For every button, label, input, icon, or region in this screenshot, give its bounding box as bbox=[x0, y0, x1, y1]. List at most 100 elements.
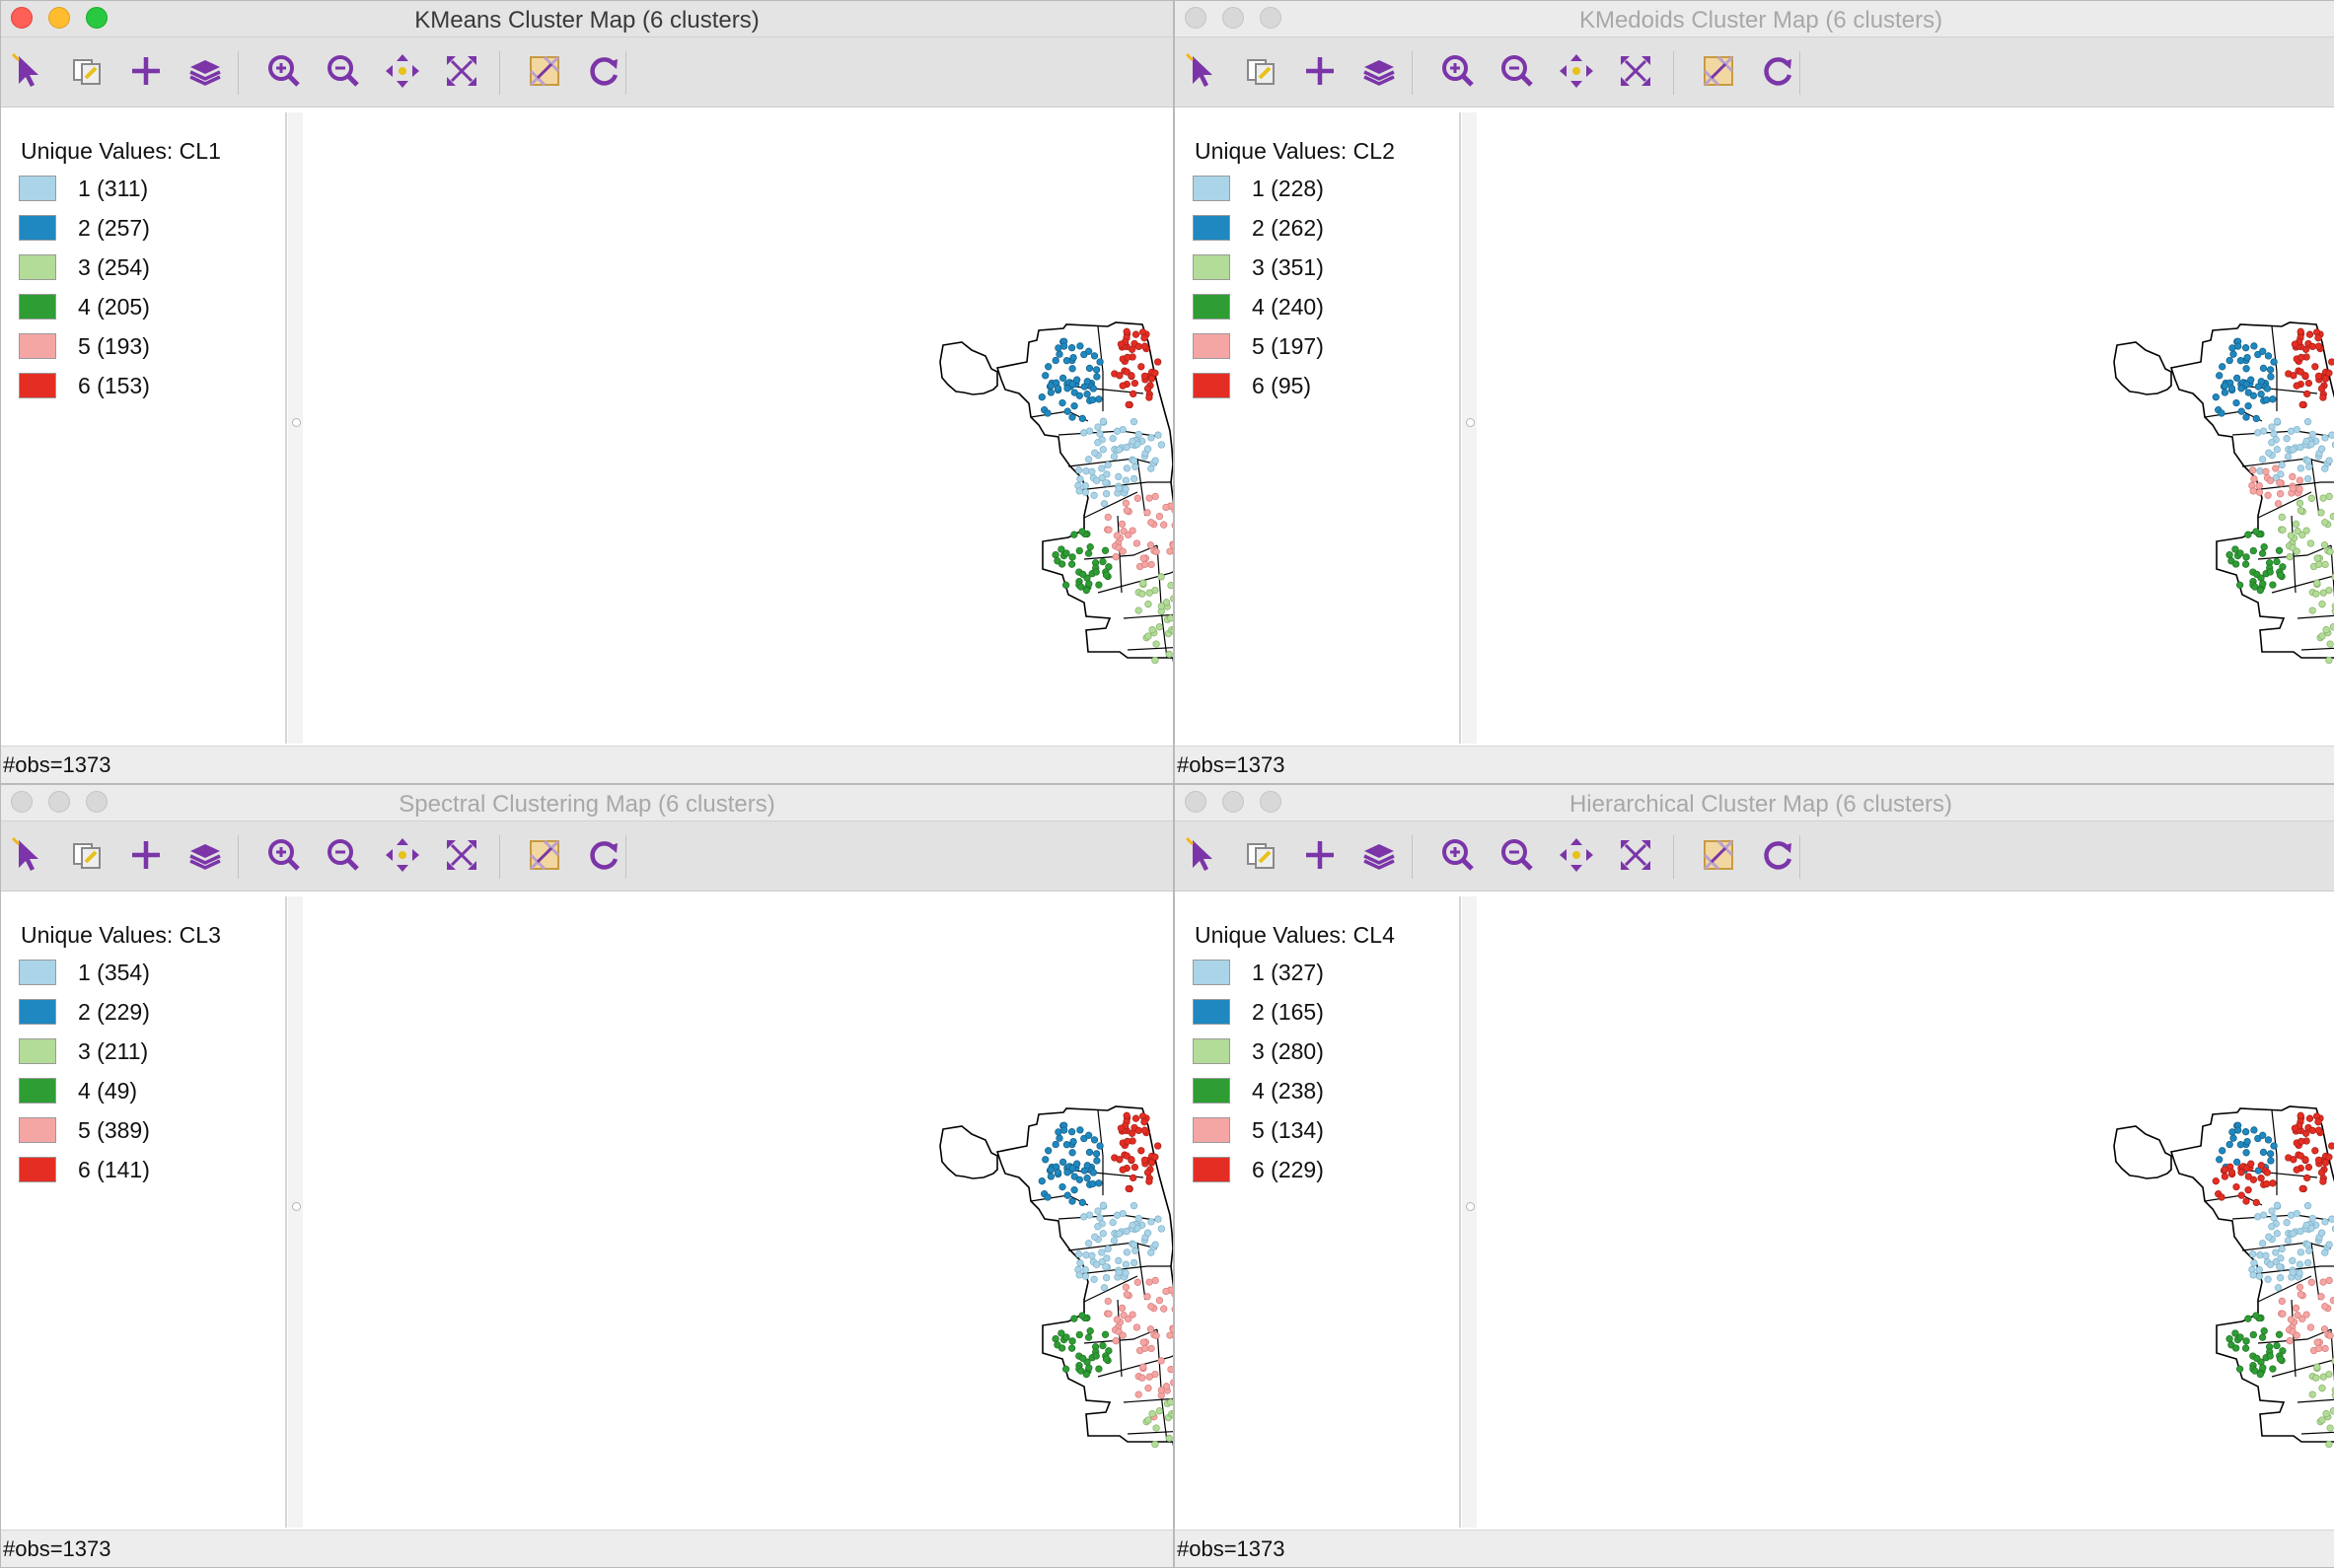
observation-point[interactable] bbox=[2221, 382, 2229, 390]
observation-point[interactable] bbox=[2256, 586, 2264, 595]
layers-button[interactable] bbox=[1358, 836, 1400, 878]
observation-point[interactable] bbox=[2272, 464, 2280, 472]
observation-point[interactable] bbox=[2273, 1230, 2281, 1238]
observation-point[interactable] bbox=[1110, 453, 1119, 461]
minimize-button[interactable] bbox=[1222, 7, 1244, 29]
observation-point[interactable] bbox=[2255, 488, 2264, 496]
observation-point[interactable] bbox=[1067, 344, 1076, 352]
splitter-grip[interactable] bbox=[292, 1202, 301, 1211]
map-canvas[interactable] bbox=[303, 896, 1174, 1528]
observation-point[interactable] bbox=[1085, 1211, 1094, 1219]
observation-point[interactable] bbox=[1134, 606, 1142, 614]
observation-point[interactable] bbox=[1083, 378, 1091, 386]
observation-point[interactable] bbox=[1045, 363, 1053, 371]
observation-point[interactable] bbox=[2267, 1157, 2275, 1165]
observation-point[interactable] bbox=[1063, 385, 1071, 392]
observation-point[interactable] bbox=[2303, 457, 2312, 464]
close-button[interactable] bbox=[11, 7, 33, 29]
observation-point[interactable] bbox=[2258, 549, 2267, 557]
observation-point[interactable] bbox=[1134, 342, 1142, 351]
observation-point[interactable] bbox=[2273, 557, 2281, 566]
full-extent-button[interactable] bbox=[1615, 836, 1656, 878]
observation-point[interactable] bbox=[1143, 445, 1152, 453]
pan-button[interactable] bbox=[382, 52, 423, 94]
observation-point[interactable] bbox=[1118, 1304, 1127, 1313]
observation-point[interactable] bbox=[1137, 1147, 1145, 1155]
observation-point[interactable] bbox=[2305, 463, 2313, 470]
observation-point[interactable] bbox=[1145, 1373, 1153, 1381]
observation-point[interactable] bbox=[1104, 461, 1112, 469]
observation-point[interactable] bbox=[1147, 375, 1156, 383]
observation-point[interactable] bbox=[2306, 1323, 2315, 1331]
observation-point[interactable] bbox=[2263, 395, 2271, 404]
observation-point[interactable] bbox=[1047, 1173, 1056, 1180]
observation-point[interactable] bbox=[1165, 650, 1173, 659]
observation-point[interactable] bbox=[2273, 446, 2281, 454]
observation-point[interactable] bbox=[2289, 1230, 2298, 1238]
observation-point[interactable] bbox=[1145, 589, 1153, 597]
observation-point[interactable] bbox=[1130, 1202, 1138, 1210]
observation-point[interactable] bbox=[2278, 1245, 2286, 1253]
add-button[interactable] bbox=[1299, 836, 1341, 878]
zoom-out-button[interactable] bbox=[323, 52, 364, 94]
observation-point[interactable] bbox=[1099, 557, 1107, 566]
observation-point[interactable] bbox=[2321, 1248, 2329, 1256]
observation-point[interactable] bbox=[1075, 392, 1084, 399]
observation-point[interactable] bbox=[1138, 590, 1146, 598]
copy-map-button[interactable] bbox=[66, 836, 108, 878]
observation-point[interactable] bbox=[2294, 1311, 2301, 1319]
observation-point[interactable] bbox=[2255, 1265, 2263, 1274]
observation-point[interactable] bbox=[2328, 1142, 2334, 1150]
observation-point[interactable] bbox=[1160, 1305, 1168, 1313]
observation-point[interactable] bbox=[1058, 545, 1065, 553]
observation-point[interactable] bbox=[1147, 560, 1155, 569]
observation-point[interactable] bbox=[2325, 369, 2333, 377]
observation-point[interactable] bbox=[2313, 1338, 2321, 1346]
legend-item[interactable]: 5 (134) bbox=[1193, 1115, 1324, 1145]
observation-point[interactable] bbox=[2258, 1240, 2267, 1247]
observation-point[interactable] bbox=[2328, 1215, 2334, 1223]
observation-point[interactable] bbox=[2275, 546, 2284, 554]
observation-point[interactable] bbox=[2312, 1374, 2320, 1382]
observation-point[interactable] bbox=[2275, 1330, 2284, 1338]
observation-point[interactable] bbox=[2319, 494, 2327, 502]
observation-point[interactable] bbox=[2303, 1241, 2312, 1248]
observation-point[interactable] bbox=[1044, 1193, 1052, 1201]
observation-point[interactable] bbox=[1084, 456, 1093, 463]
zoom-button[interactable] bbox=[1260, 7, 1281, 29]
observation-point[interactable] bbox=[2297, 368, 2304, 376]
observation-point[interactable] bbox=[1119, 547, 1127, 555]
observation-point[interactable] bbox=[1169, 1325, 1174, 1333]
observation-point[interactable] bbox=[1094, 1207, 1102, 1215]
observation-point[interactable] bbox=[2305, 330, 2314, 338]
observation-point[interactable] bbox=[2297, 1152, 2304, 1160]
observation-point[interactable] bbox=[2319, 1278, 2327, 1286]
observation-point[interactable] bbox=[1068, 365, 1076, 373]
legend-item[interactable]: 3 (280) bbox=[1193, 1036, 1324, 1066]
observation-point[interactable] bbox=[1101, 1330, 1110, 1338]
observation-point[interactable] bbox=[1099, 1341, 1107, 1350]
observation-point[interactable] bbox=[2284, 1237, 2293, 1245]
observation-point[interactable] bbox=[2256, 1370, 2264, 1379]
observation-point[interactable] bbox=[1155, 623, 1163, 631]
observation-point[interactable] bbox=[1099, 1201, 1108, 1209]
observation-point[interactable] bbox=[1115, 1256, 1123, 1265]
observation-point[interactable] bbox=[1038, 393, 1046, 401]
observation-point[interactable] bbox=[2243, 353, 2251, 362]
observation-point[interactable] bbox=[1119, 382, 1127, 390]
observation-point[interactable] bbox=[2328, 431, 2334, 439]
observation-point[interactable] bbox=[2263, 1169, 2272, 1176]
basemap-button[interactable] bbox=[524, 52, 565, 94]
observation-point[interactable] bbox=[2315, 1344, 2323, 1352]
observation-point[interactable] bbox=[1058, 1158, 1067, 1167]
observation-point[interactable] bbox=[1109, 1219, 1117, 1227]
observation-point[interactable] bbox=[2319, 589, 2327, 597]
observation-point[interactable] bbox=[1089, 1179, 1097, 1188]
observation-point[interactable] bbox=[1110, 1237, 1119, 1245]
splitter-grip[interactable] bbox=[1466, 1202, 1475, 1211]
observation-point[interactable] bbox=[2257, 378, 2265, 386]
observation-point[interactable] bbox=[1155, 1297, 1164, 1305]
observation-point[interactable] bbox=[2268, 439, 2276, 447]
observation-point[interactable] bbox=[2291, 340, 2299, 348]
observation-point[interactable] bbox=[1084, 1333, 1093, 1341]
